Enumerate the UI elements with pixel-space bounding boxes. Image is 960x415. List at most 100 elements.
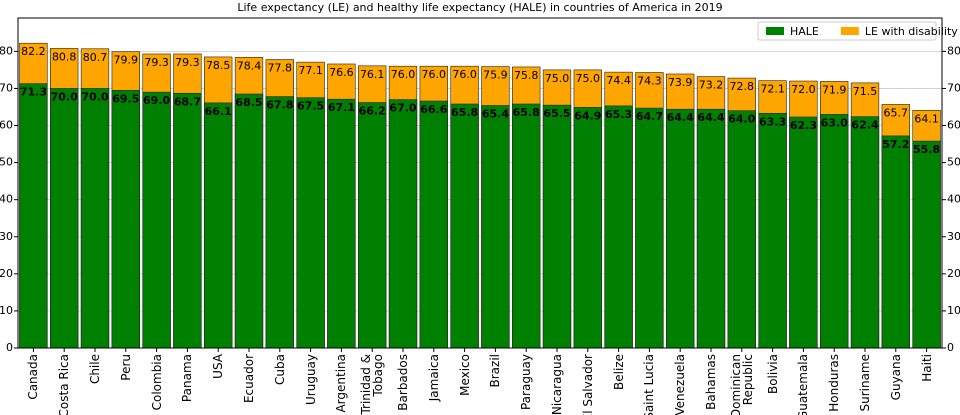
x-tick-label: Chile (88, 354, 102, 385)
y2-tick-label: 50 (947, 156, 960, 169)
x-tick-label: Bahamas (704, 354, 718, 410)
bar (604, 105, 633, 349)
value-label: 66.2 (359, 105, 386, 118)
value-label: 66.6 (420, 103, 447, 116)
value-label: 82.2 (21, 45, 46, 58)
x-tick-label: Nicaragua (550, 354, 564, 415)
bar (542, 104, 572, 349)
legend-label: HALE (790, 25, 819, 38)
y-tick-label: 50 (0, 156, 13, 169)
y-tick-label: 60 (0, 119, 13, 132)
x-tick-label: Venezuela (673, 354, 688, 415)
x-tick-label: Guatemala (796, 354, 811, 415)
y2-tick-label: 0 (947, 341, 954, 354)
bar (481, 105, 510, 349)
bar (358, 102, 387, 349)
value-label: 74.3 (637, 75, 662, 88)
value-label: 55.8 (913, 143, 940, 156)
value-label: 75.9 (483, 69, 508, 82)
value-label: 71.3 (20, 86, 47, 99)
value-label: 57.2 (882, 138, 909, 151)
value-label: 74.4 (606, 74, 631, 87)
bar (327, 98, 356, 349)
value-label: 75.0 (545, 72, 570, 85)
value-label: 78.5 (206, 59, 231, 72)
value-label: 72.8 (730, 80, 755, 93)
value-label: 75.0 (576, 72, 601, 85)
value-label: 65.7 (884, 106, 909, 119)
value-label: 64.1 (914, 112, 939, 125)
x-tick-label: Uruguay (303, 354, 318, 405)
value-label: 64.9 (574, 109, 601, 122)
x-tick-label: Peru (118, 354, 133, 381)
x-tick-label: Cuba (272, 354, 287, 385)
bar (173, 92, 202, 349)
y2-tick-label: 30 (947, 230, 960, 243)
x-tick-label: Belize (611, 354, 626, 390)
value-label: 65.3 (605, 108, 632, 121)
x-tick-label: El Salvador (580, 354, 595, 415)
bar (388, 99, 418, 349)
value-label: 65.5 (543, 107, 570, 120)
y-tick-label: 20 (0, 267, 13, 280)
y2-tick-label: 60 (947, 119, 960, 132)
value-label: 71.9 (822, 83, 847, 96)
bar (727, 110, 756, 349)
value-label: 65.8 (451, 106, 478, 119)
value-label: 63.0 (821, 116, 848, 129)
y2-tick-label: 10 (947, 304, 960, 317)
value-label: 70.0 (51, 90, 78, 103)
bar (635, 107, 664, 349)
bar (450, 103, 479, 349)
chart-title: Life expectancy (LE) and healthy life ex… (237, 1, 722, 14)
value-label: 67.8 (266, 99, 293, 112)
y-tick-label: 40 (0, 193, 13, 206)
value-label: 76.0 (422, 68, 447, 81)
value-label: 64.4 (697, 111, 724, 124)
value-label: 78.4 (237, 59, 262, 72)
x-tick-label: Ecuador (242, 354, 256, 404)
bar (758, 112, 787, 349)
value-label: 64.7 (636, 110, 663, 123)
x-tick-label: Costa Rica (57, 354, 72, 415)
value-label: 68.7 (174, 95, 201, 108)
bar (80, 88, 110, 349)
plot-frame (17, 17, 943, 349)
x-tick-label: Colombia (149, 354, 164, 411)
legend-label: LE with disability (865, 25, 958, 38)
x-tick-label: Jamaica (426, 354, 441, 402)
value-label: 66.1 (205, 105, 232, 118)
y-tick-label: 80 (0, 44, 13, 57)
value-label: 62.3 (790, 119, 817, 132)
value-label: 64.4 (667, 111, 694, 124)
value-label: 65.8 (513, 106, 540, 119)
value-label: 65.4 (482, 108, 509, 121)
bar (820, 114, 849, 349)
value-label: 71.5 (853, 85, 878, 98)
x-tick-label: Trinidad & Tobago (359, 354, 386, 415)
x-tick-label: USA (211, 354, 226, 379)
x-tick-label: Mexico (457, 354, 472, 396)
value-label: 79.3 (175, 56, 200, 69)
value-label: 63.3 (759, 115, 786, 128)
value-label: 76.0 (452, 68, 477, 81)
value-label: 67.1 (328, 101, 355, 114)
bar (419, 100, 448, 349)
value-label: 73.2 (699, 79, 724, 92)
value-label: 75.8 (514, 69, 539, 82)
value-label: 67.5 (297, 100, 324, 113)
value-label: 69.0 (143, 94, 170, 107)
x-tick-label: Haiti (919, 354, 934, 382)
x-tick-label: Argentina (334, 354, 349, 413)
value-label: 64.0 (728, 113, 755, 126)
y2-tick-label: 20 (947, 267, 960, 280)
bar (50, 88, 79, 349)
bar (234, 93, 264, 349)
x-tick-label: Saint Lucia (642, 354, 657, 415)
y-tick-label: 0 (6, 341, 13, 354)
bar (789, 116, 818, 349)
x-tick-label: Bolivia (765, 354, 780, 395)
legend-swatch (766, 27, 784, 35)
